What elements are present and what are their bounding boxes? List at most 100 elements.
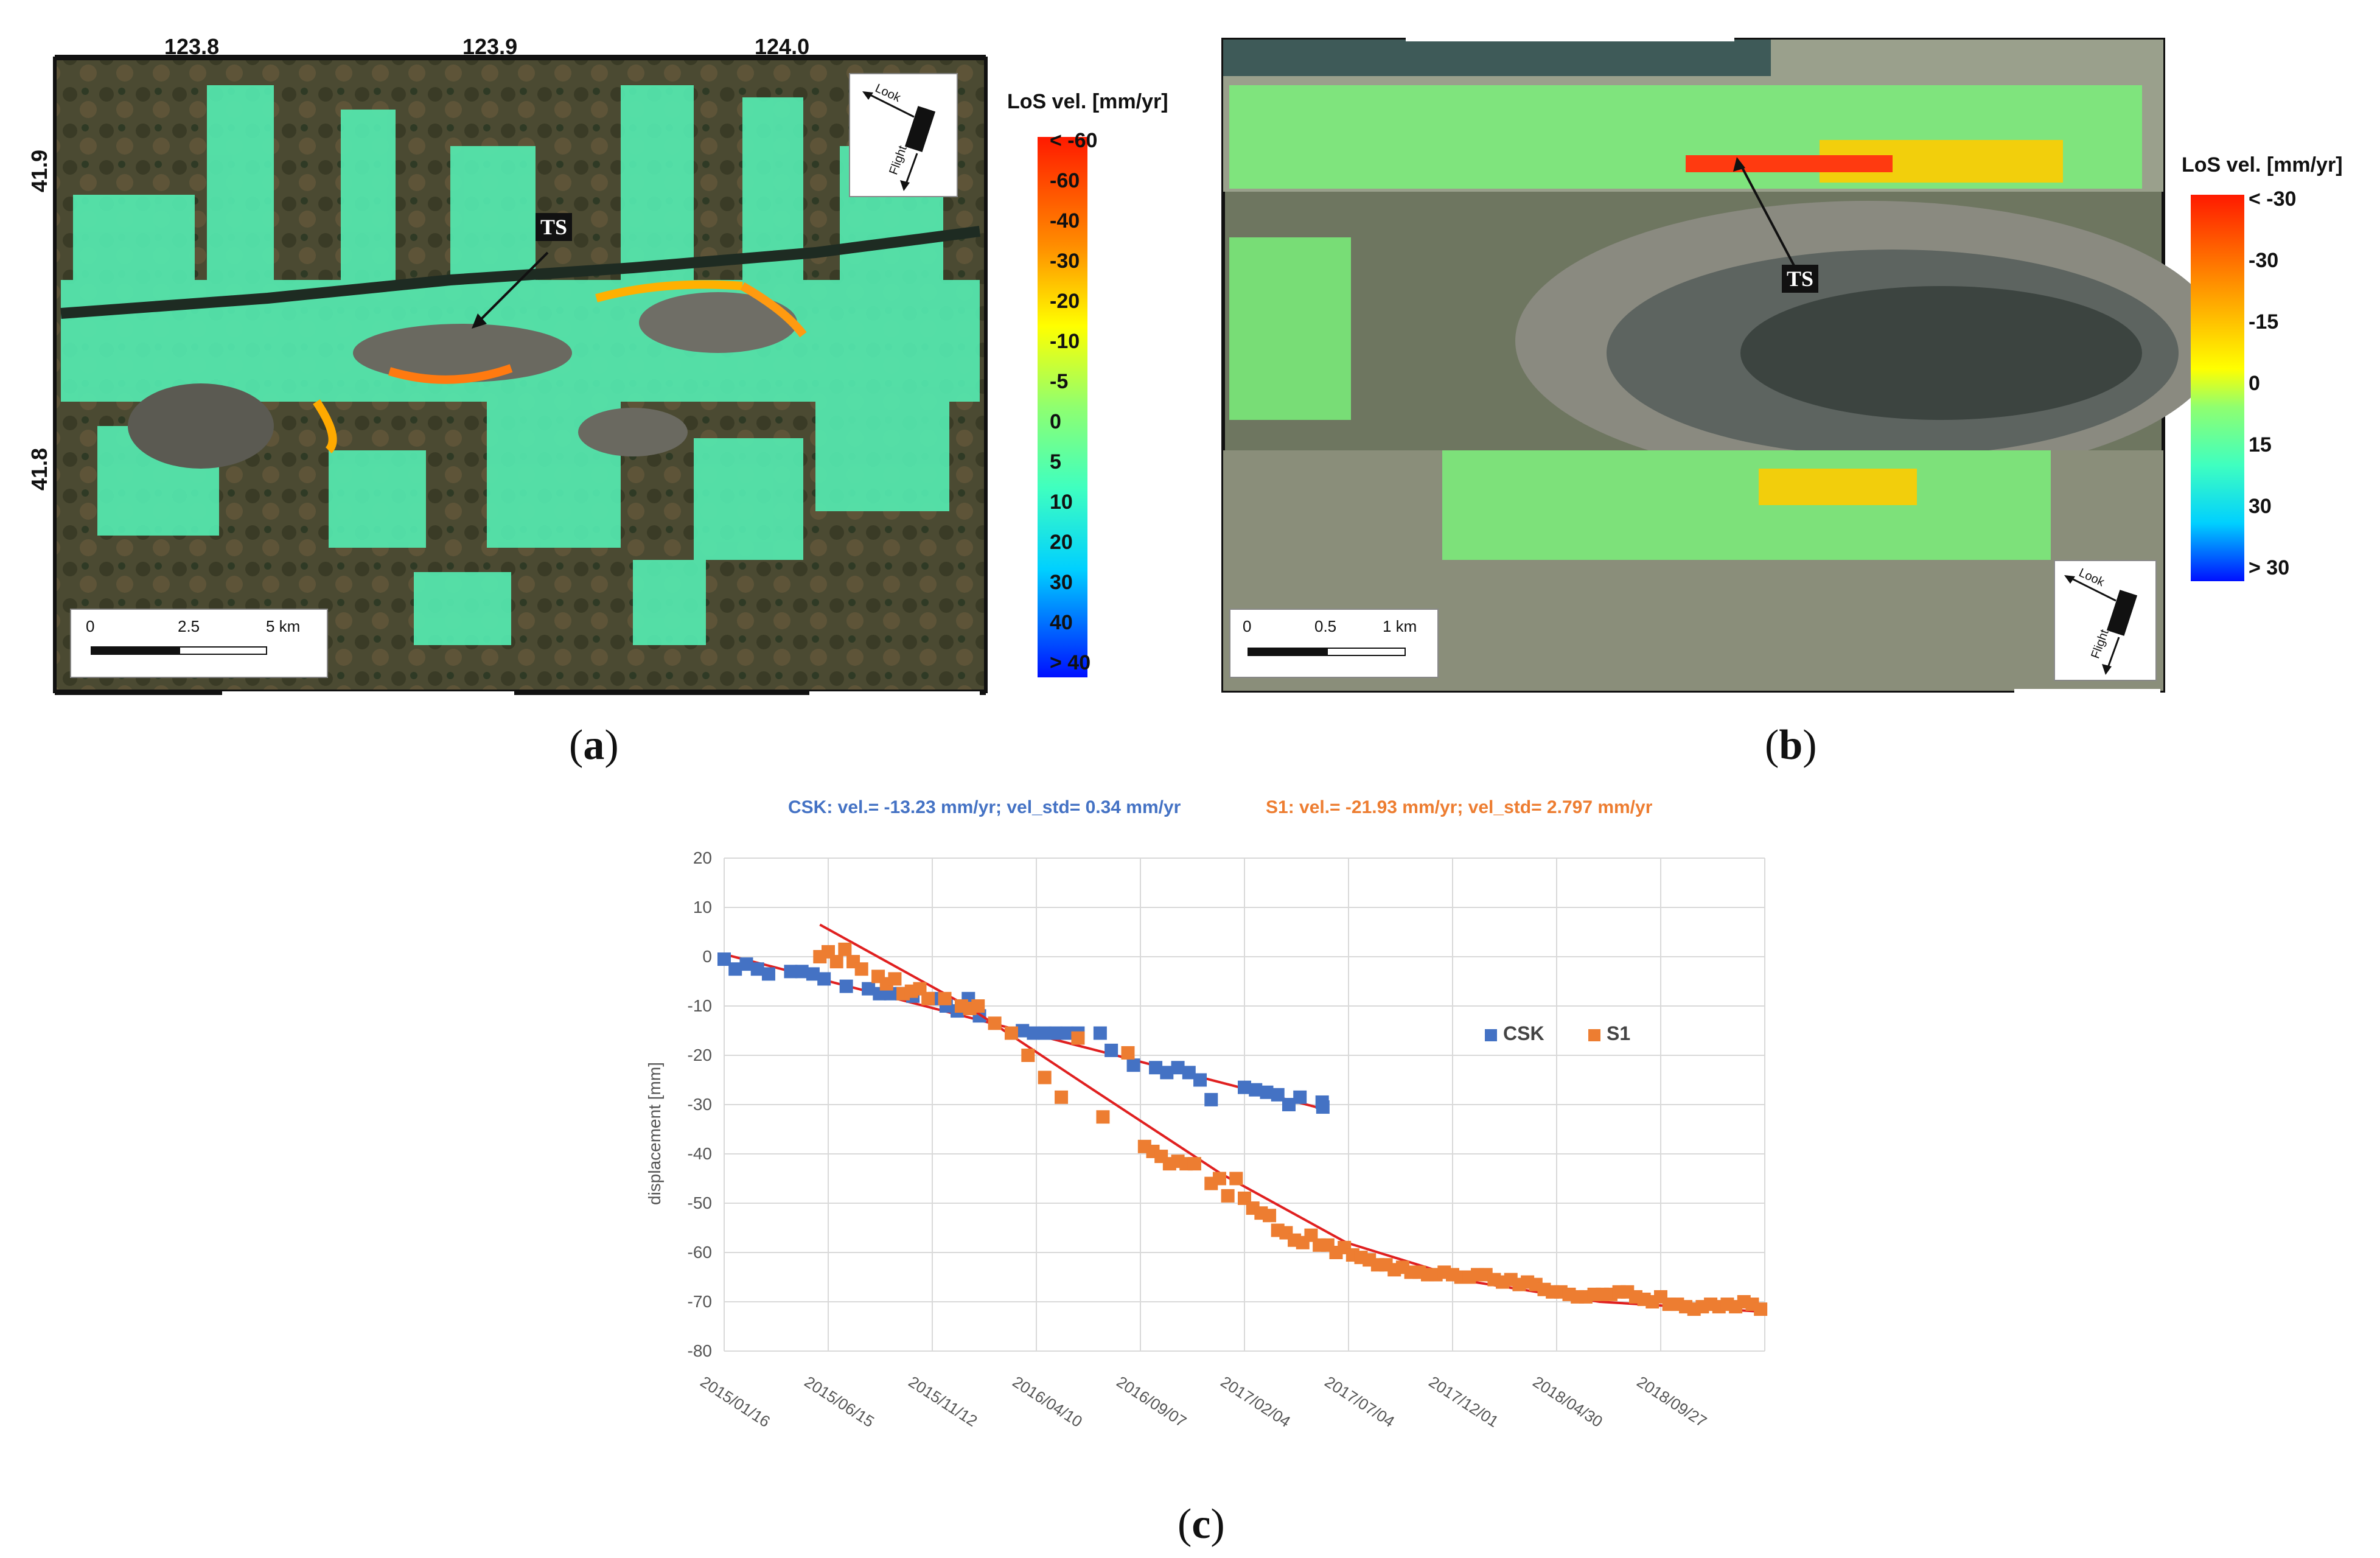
y-tick-label: -20 [687, 1046, 712, 1064]
csk-point [1038, 1026, 1052, 1040]
panel-a: 123.8 123.9 124.0 41.9 41.8 TS 0 2.5 5 k… [24, 12, 1181, 706]
s1-point [854, 962, 868, 976]
csk-point [1027, 1026, 1041, 1040]
csk-point [1171, 1061, 1185, 1075]
s1-point [938, 991, 952, 1005]
colorbar-tick-label: 30 [2249, 495, 2272, 518]
look-flight-compass: Look Flight [849, 73, 958, 197]
look-flight-compass: Look Flight [2054, 560, 2157, 681]
legend-s1: S1 [1588, 1022, 1630, 1045]
csk-velocity-title: CSK: vel.= -13.23 mm/yr; vel_std= 0.34 m… [788, 797, 1181, 817]
colorbar-tick-label: -30 [2249, 249, 2279, 272]
colorbar-tick-label: 40 [1050, 611, 1073, 634]
scale-bar: 0 0.5 1 km [1229, 609, 1439, 678]
s1-legend-swatch [1588, 1029, 1600, 1041]
ts-marker-label: TS [536, 213, 573, 241]
csk-point [806, 967, 820, 981]
csk-point [1204, 1092, 1218, 1106]
s1-point [1221, 1189, 1235, 1203]
csk-point [1182, 1066, 1196, 1080]
s1-point [1229, 1172, 1243, 1186]
csk-point [1160, 1066, 1174, 1080]
y-tick-label: -80 [687, 1341, 712, 1360]
y-tick-label: 0 [702, 947, 712, 966]
s1-point [1004, 1026, 1018, 1040]
s1-point [988, 1016, 1002, 1030]
colorbar-tick-label: 0 [1050, 410, 1061, 433]
csk-point [839, 979, 853, 993]
csk-point [1282, 1098, 1296, 1111]
csk-point [728, 962, 742, 976]
csk-point [1193, 1073, 1207, 1087]
lat-tick: 41.8 [27, 447, 52, 491]
colorbar-tick-label: 5 [1050, 450, 1061, 473]
panel-a-map [53, 55, 1087, 696]
scale-label: 1 km [1383, 617, 1417, 635]
scale-label: 0 [1243, 617, 1252, 635]
colorbar-title: LoS vel. [mm/yr] [1007, 90, 1168, 113]
s1-trendline [819, 923, 1762, 1313]
s1-point [888, 972, 902, 986]
s1-point [1187, 1157, 1201, 1171]
colorbar-tick-label: 20 [1050, 531, 1073, 554]
colorbar-title: LoS vel. [mm/yr] [2182, 153, 2343, 176]
colorbar-tick-label: 10 [1050, 491, 1073, 514]
lat-tick: 41.9 [27, 149, 52, 193]
scale-label: 0.5 [1314, 617, 1337, 635]
colorbar-tick-label: < -60 [1050, 129, 1098, 152]
colorbar-tick-label: -5 [1050, 370, 1069, 393]
ts-marker-label: TS [1782, 265, 1819, 293]
s1-point [1021, 1049, 1035, 1062]
s1-point [1071, 1031, 1085, 1045]
csk-point [1238, 1080, 1251, 1094]
s1-point [1096, 1110, 1110, 1124]
y-tick-label: 20 [693, 848, 712, 867]
panel-b: TS 0 0.5 1 km Look Flight LoS vel. [mm/y… [1211, 24, 2373, 712]
csk-point [1016, 1024, 1030, 1038]
csk-point [1316, 1100, 1330, 1114]
colorbar-tick-label: 0 [2249, 372, 2260, 395]
s1-point [1038, 1071, 1052, 1085]
csk-point [784, 965, 798, 979]
csk-point [1271, 1088, 1285, 1102]
s1-point [1055, 1090, 1069, 1104]
csk-point [739, 957, 753, 971]
s1-point [838, 942, 852, 956]
y-tick-label: -70 [687, 1292, 712, 1311]
s1-point [829, 955, 843, 969]
y-tick-label: -30 [687, 1095, 712, 1114]
colorbar-tick-label: -20 [1050, 290, 1080, 313]
caption-b: (b) [1765, 722, 1817, 769]
panel-c: CSK: vel.= -13.23 mm/yr; vel_std= 0.34 m… [621, 785, 1795, 1485]
legend-csk: CSK [1485, 1022, 1544, 1045]
colorbar-tick-label: -30 [1050, 250, 1080, 273]
y-axis-label: displacement [mm] [645, 1062, 664, 1205]
caption-c: (c) [1178, 1501, 1225, 1548]
scale-label: 2.5 [178, 617, 200, 635]
caption-a: (a) [569, 722, 619, 769]
colorbar-tick-label: > 30 [2249, 556, 2290, 579]
csk-point [1060, 1026, 1074, 1040]
colorbar-tick-label: 15 [2249, 433, 2272, 456]
y-tick-label: -40 [687, 1144, 712, 1163]
s1-point [921, 991, 935, 1005]
s1-point [971, 999, 985, 1013]
y-tick-label: -10 [687, 996, 712, 1015]
colorbar-tick-label: 30 [1050, 571, 1073, 594]
csk-point [1249, 1083, 1263, 1097]
y-tick-label: -60 [687, 1243, 712, 1262]
s1-point [1754, 1302, 1768, 1316]
csk-point [1149, 1061, 1163, 1075]
s1-velocity-title: S1: vel.= -21.93 mm/yr; vel_std= 2.797 m… [1266, 797, 1653, 817]
panel-b-map [1221, 37, 2244, 694]
colorbar-tick-label: > 40 [1050, 651, 1091, 674]
colorbar-tick-label: < -30 [2249, 187, 2297, 211]
csk-point [1293, 1090, 1307, 1104]
csk-point [1093, 1026, 1107, 1040]
csk-point [795, 965, 809, 979]
colorbar-tick-label: -10 [1050, 330, 1080, 353]
csk-point [717, 952, 731, 966]
scale-label: 5 km [266, 617, 301, 635]
csk-point [750, 962, 764, 976]
csk-point [862, 982, 876, 996]
